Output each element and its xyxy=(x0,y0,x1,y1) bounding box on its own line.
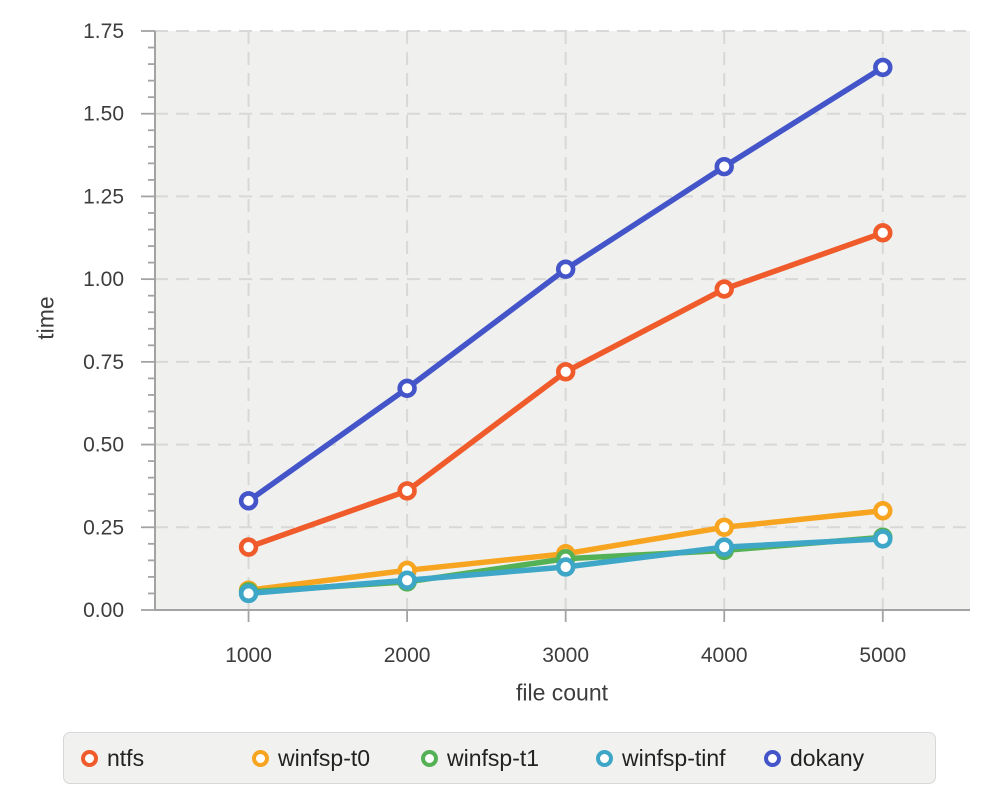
marker-winfsp-tinf xyxy=(714,537,734,557)
legend-label-ntfs: ntfs xyxy=(107,744,145,771)
legend-marker-winfsp-t1-icon xyxy=(421,749,438,767)
legend-item-winfsp-t1: winfsp-t1 xyxy=(421,745,596,772)
legend-label-winfsp-t0: winfsp-t0 xyxy=(278,744,371,771)
marker-ntfs xyxy=(238,537,259,557)
legend-marker-dokany-icon xyxy=(764,749,781,767)
marker-ntfs xyxy=(714,279,734,299)
marker-dokany xyxy=(397,378,417,399)
x-tick-label: 3000 xyxy=(542,644,589,667)
legend-item-ntfs: ntfs xyxy=(81,745,252,772)
legend-item-dokany: dokany xyxy=(764,745,864,772)
legend-label-winfsp-t1: winfsp-t1 xyxy=(447,744,540,771)
legend-marker-winfsp-tinf-icon xyxy=(596,749,613,767)
y-tick-label: 1.25 xyxy=(83,185,124,208)
marker-dokany xyxy=(238,491,259,511)
y-tick-label: 0.25 xyxy=(83,516,124,539)
y-tick-label: 0.50 xyxy=(83,434,124,457)
y-axis-title: time xyxy=(32,296,59,340)
marker-winfsp-tinf xyxy=(397,570,417,590)
y-tick-label: 1.50 xyxy=(83,103,124,126)
y-tick-label: 1.00 xyxy=(83,268,124,291)
plot-area xyxy=(155,31,970,610)
legend-item-winfsp-tinf: winfsp-tinf xyxy=(596,745,764,772)
marker-winfsp-t0 xyxy=(873,501,893,521)
marker-winfsp-tinf xyxy=(555,557,576,577)
x-axis-title: file count xyxy=(515,679,609,706)
x-tick-label: 2000 xyxy=(384,644,431,667)
marker-dokany xyxy=(555,259,576,279)
y-tick-label: 0.75 xyxy=(83,351,124,374)
y-tick-label: 0.00 xyxy=(83,599,124,622)
marker-dokany xyxy=(873,57,893,78)
marker-ntfs xyxy=(555,362,576,382)
legend-label-dokany: dokany xyxy=(790,744,865,771)
marker-dokany xyxy=(714,156,734,177)
x-tick-label: 5000 xyxy=(859,644,906,667)
y-tick-label: 1.75 xyxy=(83,20,124,43)
marker-winfsp-t0 xyxy=(714,517,734,537)
marker-ntfs xyxy=(873,223,893,243)
marker-winfsp-tinf xyxy=(873,529,893,549)
legend-label-winfsp-tinf: winfsp-tinf xyxy=(622,744,726,771)
marker-ntfs xyxy=(397,481,417,501)
legend-item-winfsp-t0: winfsp-t0 xyxy=(252,745,421,772)
legend-marker-ntfs-icon xyxy=(81,749,98,767)
legend-marker-winfsp-t0-icon xyxy=(252,749,269,767)
marker-winfsp-tinf xyxy=(238,583,259,604)
x-tick-label: 1000 xyxy=(225,644,272,667)
x-tick-label: 4000 xyxy=(701,644,748,667)
legend: ntfs winfsp-t0 winfsp-t1 winfsp-tinf dokany xyxy=(63,732,936,784)
